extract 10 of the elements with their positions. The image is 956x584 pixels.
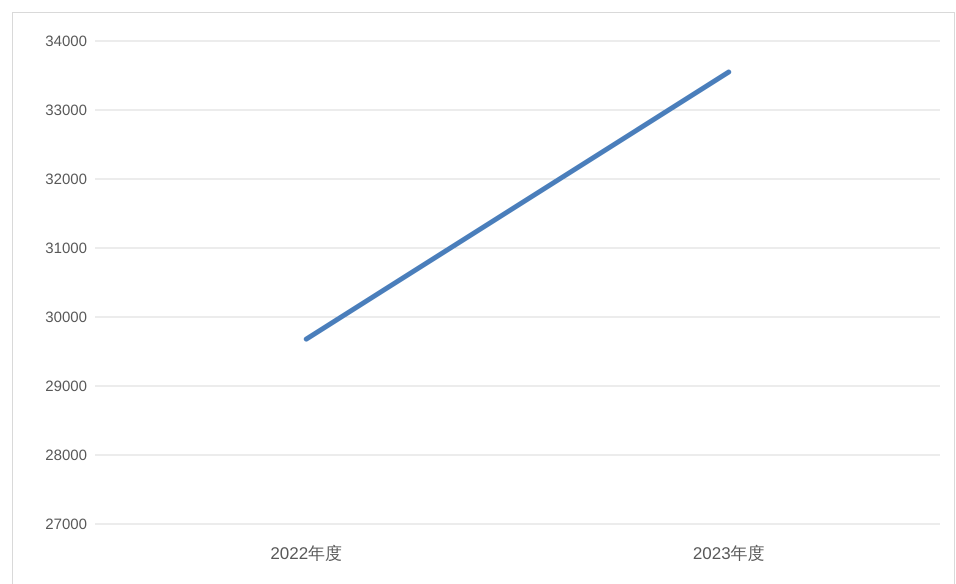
x-tick-label: 2022年度: [270, 544, 342, 563]
y-tick-label: 29000: [45, 378, 87, 395]
y-tick-label: 33000: [45, 102, 87, 119]
y-tick-label: 27000: [45, 516, 87, 533]
x-tick-label: 2023年度: [692, 544, 765, 563]
y-tick-label: 32000: [45, 171, 87, 188]
y-tick-label: 31000: [45, 240, 87, 257]
y-tick-label: 30000: [45, 309, 87, 326]
y-tick-label: 28000: [45, 447, 87, 464]
y-tick-label: 34000: [45, 33, 87, 50]
